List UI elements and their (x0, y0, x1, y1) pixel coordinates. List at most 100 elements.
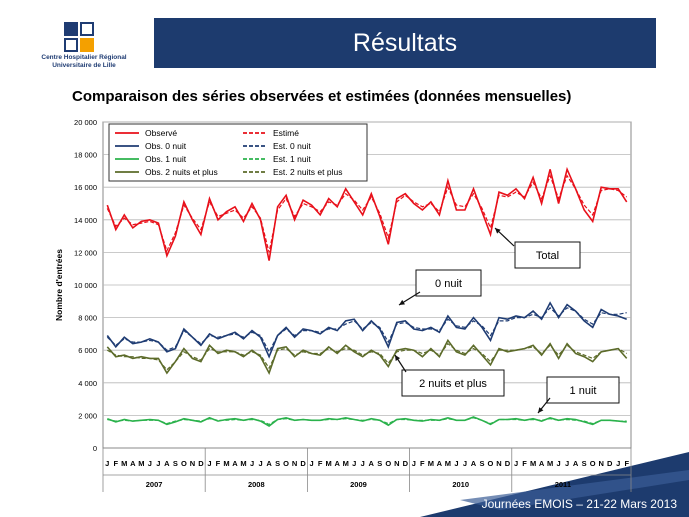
x-month-label: J (412, 459, 416, 468)
x-month-label: F (522, 459, 527, 468)
series-line-obs-2-nuits-et-plus (106, 338, 628, 375)
x-month-label: M (343, 459, 349, 468)
legend-label: Est. 1 nuit (273, 154, 311, 164)
x-month-label: J (258, 459, 262, 468)
x-month-label: F (624, 459, 629, 468)
x-month-label: N (190, 459, 195, 468)
x-month-label: M (428, 459, 434, 468)
x-month-label: M (445, 459, 451, 468)
x-month-label: O (488, 459, 494, 468)
x-month-label: N (394, 459, 399, 468)
y-tick-label: 0 (93, 444, 97, 453)
annotation-label: 2 nuits et plus (419, 378, 487, 390)
x-month-label: A (471, 459, 477, 468)
title-bar: Résultats (154, 18, 656, 68)
page-title: Résultats (352, 28, 458, 57)
y-tick-label: 14 000 (74, 216, 97, 225)
series-line-estim (106, 174, 628, 253)
annotation-label: Total (536, 250, 559, 262)
annotation-arrowhead (538, 407, 544, 413)
x-month-label: J (616, 459, 620, 468)
y-axis-title: Nombre d'entrées (54, 249, 64, 321)
logo-line2: Universitaire de Lille (52, 62, 116, 69)
annotation-box (415, 269, 482, 297)
x-month-label: A (130, 459, 136, 468)
legend-box (108, 123, 368, 182)
annotation-arrowhead (399, 299, 405, 305)
y-tick-label: 10 000 (74, 281, 97, 290)
x-month-label: M (326, 459, 332, 468)
x-month-label: M (240, 459, 246, 468)
series-line-est-1-nuit (107, 417, 627, 426)
x-month-label: J (207, 459, 211, 468)
x-month-label: S (173, 459, 178, 468)
annotation-arrowhead (495, 228, 501, 234)
x-month-label: M (223, 459, 229, 468)
series-line-obs-0-nuit (106, 301, 627, 359)
x-year-label: 2008 (248, 480, 265, 489)
x-month-label: J (514, 459, 518, 468)
x-month-label: M (138, 459, 144, 468)
y-tick-label: 6 000 (78, 346, 97, 355)
x-month-label: D (403, 459, 409, 468)
x-month-label: J (156, 459, 160, 468)
x-year-label: 2007 (146, 480, 163, 489)
x-month-label: A (232, 459, 238, 468)
legend-label: Obs. 1 nuit (145, 154, 187, 164)
slide-subtitle: Comparaison des séries observées et esti… (72, 88, 572, 105)
annotation-box (514, 241, 581, 269)
x-month-label: S (377, 459, 382, 468)
x-month-label: A (334, 459, 340, 468)
logo-line1: Centre Hospitalier Régional (41, 54, 127, 61)
annotation-arrowhead (395, 355, 401, 361)
x-year-label: 2010 (452, 480, 469, 489)
x-month-label: O (181, 459, 187, 468)
x-month-label: F (113, 459, 118, 468)
x-month-label: M (530, 459, 536, 468)
series-line-est-2-nuits-et-plus (107, 342, 627, 371)
x-month-label: S (275, 459, 280, 468)
x-month-label: O (283, 459, 289, 468)
x-month-label: J (310, 459, 314, 468)
x-month-label: F (216, 459, 221, 468)
x-month-label: J (148, 459, 152, 468)
x-month-label: J (454, 459, 458, 468)
x-month-label: M (121, 459, 127, 468)
x-month-label: S (479, 459, 484, 468)
x-month-label: M (547, 459, 553, 468)
x-month-label: F (318, 459, 323, 468)
annotation-label: 1 nuit (570, 385, 597, 397)
x-month-label: S (582, 459, 587, 468)
x-year-label: 2009 (350, 480, 367, 489)
x-month-label: J (105, 459, 109, 468)
x-month-label: D (198, 459, 204, 468)
x-month-label: J (250, 459, 254, 468)
y-tick-label: 18 000 (74, 151, 97, 160)
y-tick-label: 4 000 (78, 379, 97, 388)
annotation-box (546, 376, 620, 404)
y-tick-label: 8 000 (78, 314, 97, 323)
chu-lille-logo: Centre Hospitalier Régional Universitair… (24, 22, 144, 72)
legend-label: Estimé (273, 128, 299, 138)
x-month-label: A (573, 459, 579, 468)
legend-label: Est. 2 nuits et plus (273, 167, 342, 177)
x-month-label: A (437, 459, 443, 468)
x-month-label: A (539, 459, 545, 468)
legend-label: Obs. 2 nuits et plus (145, 167, 218, 177)
x-month-label: D (607, 459, 613, 468)
x-month-label: J (463, 459, 467, 468)
x-month-label: O (590, 459, 596, 468)
x-month-label: O (385, 459, 391, 468)
x-month-label: A (266, 459, 272, 468)
x-month-label: J (361, 459, 365, 468)
x-month-label: N (292, 459, 297, 468)
x-month-label: J (557, 459, 561, 468)
x-month-label: J (565, 459, 569, 468)
y-tick-label: 20 000 (74, 118, 97, 127)
annotation-label: 0 nuit (435, 278, 462, 290)
legend-label: Est. 0 nuit (273, 141, 311, 151)
x-month-label: F (420, 459, 425, 468)
logo-mark-icon (64, 22, 100, 52)
